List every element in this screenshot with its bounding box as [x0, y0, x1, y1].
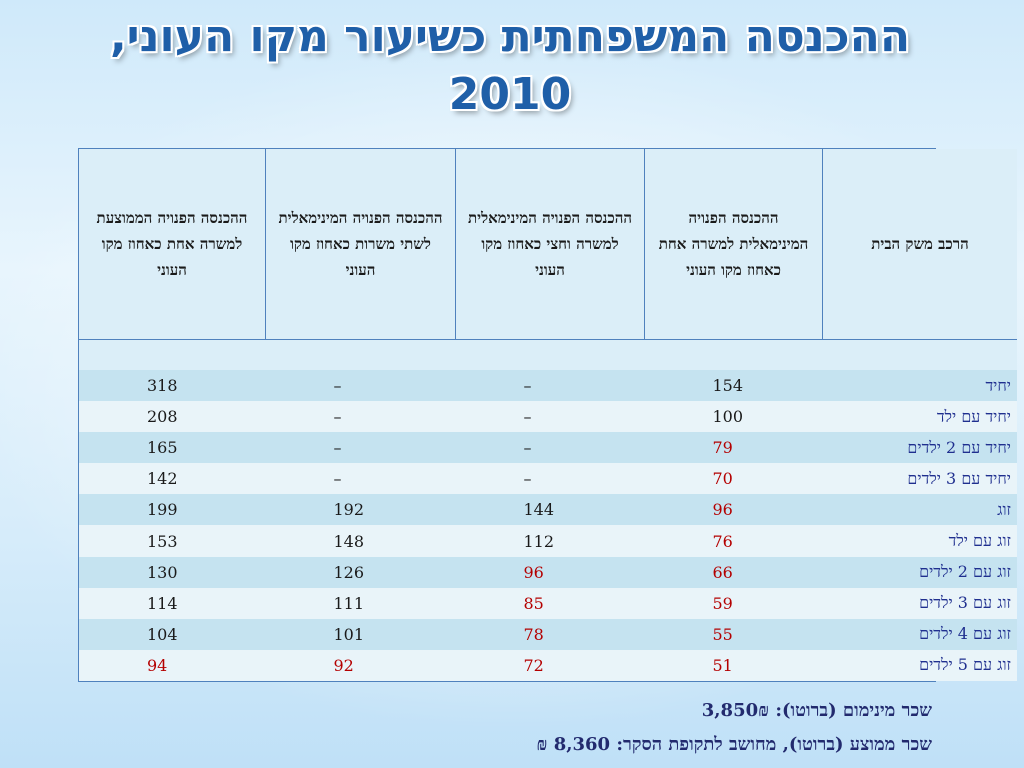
percent-cell: –	[455, 370, 645, 402]
percent-cell: –	[455, 401, 645, 433]
table-row: יחיד עם 3 ילדים 70– –142	[79, 463, 1017, 495]
percent-cell: 148	[265, 525, 456, 557]
percent-cell: 101	[265, 618, 456, 650]
percent-cell: 153	[79, 525, 266, 557]
percent-cell: 79	[644, 432, 823, 464]
avg-wage-note: שכר ממוצע (ברוטו), מחושב לתקופת הסקר: 8,…	[536, 734, 932, 755]
percent-cell: 142	[79, 463, 266, 495]
percent-cell: 154	[644, 370, 823, 402]
table-header-row: הרכב משק הבית ההכנסה הפנויה המינימאלית ל…	[79, 149, 1017, 340]
header-min-two-jobs: ההכנסה הפנויה המינימאלית לשתי משרות כאחו…	[265, 149, 456, 340]
income-table-container: הרכב משק הבית ההכנסה הפנויה המינימאלית ל…	[78, 148, 1017, 682]
percent-cell: 51	[644, 649, 823, 681]
percent-cell: 94	[79, 649, 266, 681]
header-household: הרכב משק הבית	[822, 149, 1017, 340]
table-row: זוג עם 5 ילדים 51 72 92 94	[79, 649, 1017, 681]
income-table: הרכב משק הבית ההכנסה הפנויה המינימאלית ל…	[79, 149, 1017, 681]
percent-cell: 104	[79, 618, 266, 650]
header-avg-one-job: ההכנסה הפנויה הממוצעת למשרה אחת כאחוז מק…	[79, 149, 266, 340]
percent-cell: –	[265, 370, 456, 402]
percent-cell: 96	[455, 556, 645, 588]
household-label: זוג עם 2 ילדים	[822, 556, 1017, 588]
table-spacer-row	[79, 339, 1017, 371]
percent-cell: 114	[79, 587, 266, 619]
percent-cell: 112	[455, 525, 645, 557]
percent-cell: 100	[644, 401, 823, 433]
percent-cell: 96	[644, 494, 823, 526]
percent-cell: 192	[265, 494, 456, 526]
percent-cell: 111	[265, 587, 456, 619]
household-label: זוג עם 4 ילדים	[822, 618, 1017, 650]
percent-cell: 76	[644, 525, 823, 557]
percent-cell: 70	[644, 463, 823, 495]
percent-cell: 78	[455, 618, 645, 650]
min-wage-note: שכר מינימום (ברוטו): 3,850₪	[701, 700, 932, 721]
household-label: יחיד עם 3 ילדים	[822, 463, 1017, 495]
household-label: יחיד עם ילד	[822, 401, 1017, 433]
percent-cell: 144	[455, 494, 645, 526]
table-row: יחיד עם 2 ילדים 79– –165	[79, 432, 1017, 464]
percent-cell: 85	[455, 587, 645, 619]
table-row: יחיד 154– –318	[79, 370, 1017, 402]
header-min-one-half-jobs: ההכנסה הפנויה המינימאלית למשרה וחצי כאחו…	[455, 149, 645, 340]
slide-title: ההכנסה המשפחתית כשיעור מקו העוני, 2010	[109, 11, 911, 120]
percent-cell: –	[265, 401, 456, 433]
header-min-one-job: ההכנסה הפנויה המינימאלית למשרה אחת כאחוז…	[644, 149, 823, 340]
percent-cell: –	[455, 432, 645, 464]
percent-cell: 199	[79, 494, 266, 526]
percent-cell: 55	[644, 618, 823, 650]
wage-notes: שכר מינימום (ברוטו): 3,850₪ שכר ממוצע (ב…	[536, 694, 932, 762]
percent-cell: 66	[644, 556, 823, 588]
percent-cell: 92	[265, 649, 456, 681]
percent-cell: 318	[79, 370, 266, 402]
table-row: זוג 96 144 192 199	[79, 494, 1017, 526]
percent-cell: 126	[265, 556, 456, 588]
percent-cell: –	[265, 432, 456, 464]
table-body: יחיד 154– –318 יחיד עם ילד 100– –208 יחיד עם 2…	[79, 339, 1017, 681]
table-row: זוג עם 3 ילדים 59 85 111 114	[79, 587, 1017, 619]
percent-cell: 165	[79, 432, 266, 464]
table-row: זוג עם 4 ילדים 55 78 101 104	[79, 618, 1017, 650]
household-label: זוג עם ילד	[822, 525, 1017, 557]
table-row: זוג עם 2 ילדים 66 96 126 130	[79, 556, 1017, 588]
household-label: יחיד עם 2 ילדים	[822, 432, 1017, 464]
table-row: זוג עם ילד 76 112 148 153	[79, 525, 1017, 557]
household-label: זוג עם 5 ילדים	[822, 649, 1017, 681]
percent-cell: 72	[455, 649, 645, 681]
percent-cell: –	[265, 463, 456, 495]
household-label: זוג עם 3 ילדים	[822, 587, 1017, 619]
percent-cell: 130	[79, 556, 266, 588]
percent-cell: 59	[644, 587, 823, 619]
percent-cell: –	[455, 463, 645, 495]
percent-cell: 208	[79, 401, 266, 433]
household-label: יחיד	[822, 370, 1017, 402]
household-label: זוג	[822, 494, 1017, 526]
table-row: יחיד עם ילד 100– –208	[79, 401, 1017, 433]
